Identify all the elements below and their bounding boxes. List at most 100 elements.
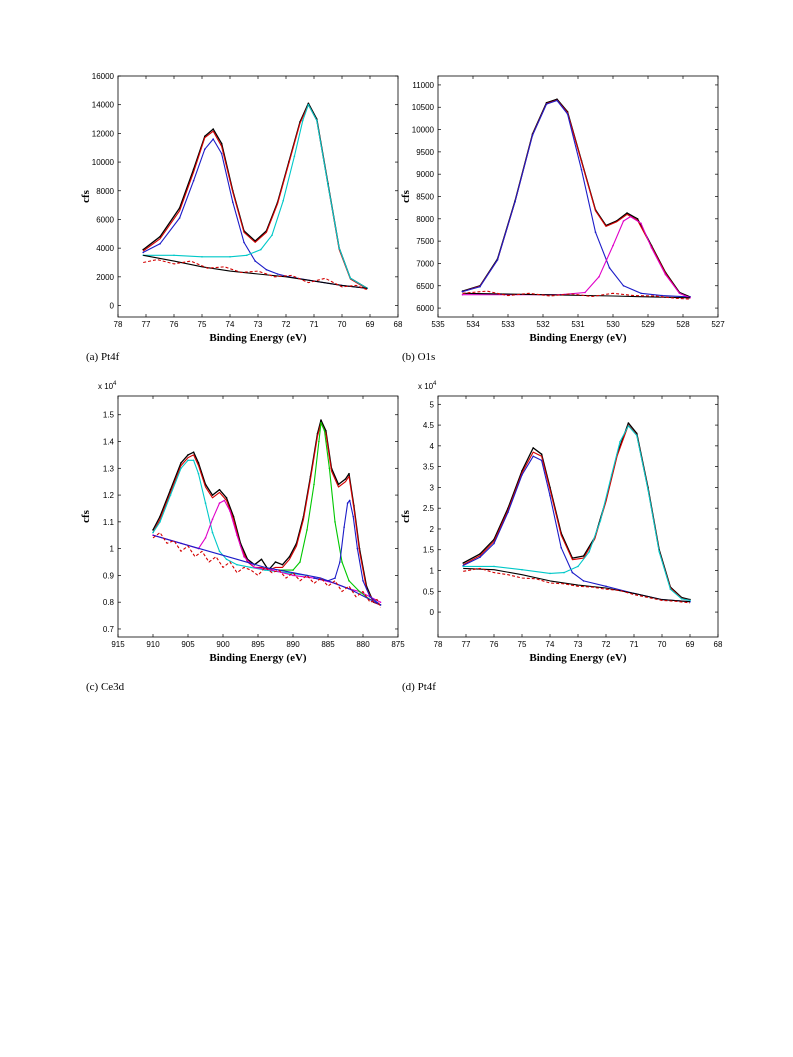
- data-point: [678, 292, 681, 295]
- data-point: [192, 459, 195, 462]
- data-point: [292, 569, 294, 571]
- series-raw-raw-line: [462, 422, 691, 601]
- caption-d: (d) Pt4f: [402, 681, 436, 693]
- data-point: [229, 510, 231, 512]
- y-axis-label: cfs: [80, 189, 92, 203]
- data-point: [531, 134, 534, 137]
- data-point: [507, 511, 509, 514]
- data-point: [689, 599, 691, 602]
- data-point: [197, 462, 200, 464]
- data-point: [594, 231, 597, 233]
- series-background-background-line: [143, 254, 368, 289]
- x-tick-label: 71: [310, 320, 319, 329]
- data-point: [187, 454, 189, 456]
- data-point: [461, 290, 464, 293]
- data-point: [211, 494, 214, 496]
- data-point: [180, 467, 182, 470]
- series-raw-raw-line: [462, 98, 691, 298]
- data-point: [493, 565, 495, 568]
- y-tick-label: 14000: [92, 101, 115, 110]
- data-point: [379, 601, 382, 603]
- y-tick-label: 1: [430, 567, 435, 576]
- data-point: [479, 556, 481, 558]
- x-tick-label: 72: [282, 320, 291, 329]
- data-point: [362, 580, 364, 582]
- data-point: [197, 472, 200, 475]
- data-point: [236, 563, 238, 566]
- data-point: [584, 291, 586, 294]
- y-tick-label: 0: [430, 608, 435, 617]
- series-envelope-envelope-line: [152, 422, 381, 606]
- data-point: [232, 201, 234, 203]
- data-point: [225, 558, 228, 561]
- y-tick-label: 2: [430, 525, 435, 534]
- plot-frame: [117, 75, 399, 318]
- y-tick-label: 4: [430, 442, 435, 451]
- y-tick-label: 11000: [412, 81, 434, 90]
- data-point: [218, 550, 221, 553]
- data-point: [236, 534, 238, 536]
- data-point: [142, 251, 144, 254]
- y-tick-label: 3: [430, 483, 435, 492]
- data-point: [566, 113, 569, 115]
- data-point: [356, 547, 359, 550]
- data-point: [323, 430, 326, 432]
- data-point: [327, 184, 329, 186]
- y-tick-label: 16000: [92, 72, 115, 81]
- x-tick-label: 910: [146, 640, 160, 649]
- data-point: [306, 529, 308, 531]
- data-point: [204, 502, 207, 504]
- y-axis-label: cfs: [80, 509, 92, 523]
- caption-a: (a) Pt4f: [86, 351, 120, 363]
- data-point: [204, 148, 206, 150]
- data-point: [307, 102, 310, 105]
- data-point: [225, 497, 228, 499]
- data-point: [260, 248, 262, 251]
- x-tick-label: 875: [391, 640, 405, 649]
- data-point: [281, 563, 284, 566]
- data-point: [243, 241, 245, 244]
- y-tick-label: 3.5: [423, 463, 435, 472]
- series-component-blue-line: [313, 499, 381, 606]
- y-tick-label: 0: [110, 302, 115, 311]
- data-point: [299, 561, 301, 563]
- data-point: [588, 551, 590, 553]
- data-point: [349, 277, 352, 280]
- data-point: [334, 521, 336, 523]
- data-point: [313, 483, 315, 486]
- data-point: [563, 571, 565, 574]
- x-tick-label: 72: [602, 640, 611, 649]
- x-tick-label: 70: [338, 320, 347, 329]
- data-point: [159, 521, 161, 523]
- x-tick-label: 535: [431, 320, 445, 329]
- x-tick-label: 75: [518, 640, 527, 649]
- x-tick-label: 530: [606, 320, 620, 329]
- x-axis-label: Binding Energy (eV): [209, 332, 307, 344]
- y-tick-label: 2000: [96, 273, 114, 282]
- y-tick-label: 7500: [416, 237, 434, 246]
- x-tick-label: 76: [490, 640, 499, 649]
- data-point: [348, 580, 350, 582]
- data-point: [462, 562, 464, 564]
- data-point: [243, 555, 245, 558]
- x-tick-label: 78: [114, 320, 123, 329]
- x-tick-label: 527: [711, 320, 725, 329]
- data-point: [369, 596, 371, 598]
- data-point: [223, 499, 226, 502]
- series-component-magenta-line: [462, 216, 691, 299]
- series-component-cyan-line: [152, 459, 308, 576]
- x-tick-label: 78: [434, 640, 443, 649]
- series-component-cyan-line: [463, 425, 691, 601]
- data-point: [328, 467, 331, 470]
- data-point: [187, 459, 189, 462]
- x-tick-label: 900: [216, 640, 230, 649]
- y-axis-label: cfs: [400, 189, 412, 203]
- data-point: [493, 542, 495, 545]
- data-point: [496, 259, 499, 261]
- data-point: [640, 222, 642, 225]
- data-point: [265, 268, 268, 271]
- data-point: [341, 561, 343, 563]
- x-tick-label: 529: [641, 320, 655, 329]
- data-point: [218, 502, 221, 504]
- data-point: [260, 558, 263, 561]
